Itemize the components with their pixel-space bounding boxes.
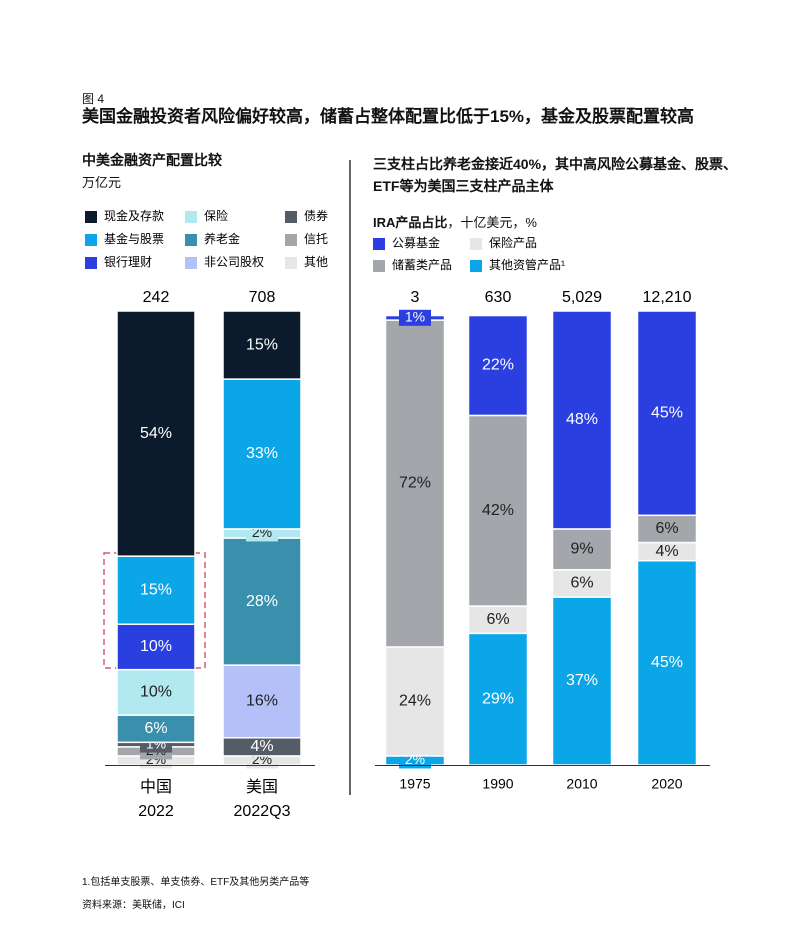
chart-subtitle: 万亿元 <box>82 175 122 190</box>
value-label: 6% <box>144 720 167 737</box>
bar-segment <box>116 623 196 671</box>
x-tick-label: 2010 <box>566 776 597 792</box>
bar-segment <box>467 314 529 417</box>
footnote: 1.包括单支股票、单支债券、ETF及其他另类产品等 <box>82 877 310 888</box>
value-label: 9% <box>570 541 593 558</box>
value-label: 29% <box>482 690 514 707</box>
value-label: 42% <box>482 502 514 519</box>
legend-label: 养老金 <box>204 231 240 246</box>
total-label: 630 <box>485 289 512 306</box>
value-label: 33% <box>246 445 278 462</box>
bar-segment <box>467 414 529 607</box>
source: 资料来源：美联储，ICI <box>82 900 185 911</box>
legend-swatch <box>185 234 197 246</box>
legend-swatch <box>373 260 385 272</box>
subtitle: IRA产品占比 <box>373 215 448 230</box>
value-label: 54% <box>140 425 172 442</box>
bar-segment <box>222 310 302 380</box>
bar-segment <box>222 537 302 666</box>
bar-segment <box>551 310 613 530</box>
bar-segment <box>636 310 698 517</box>
legend-swatch <box>285 234 297 246</box>
value-label: 4% <box>655 543 678 560</box>
legend-swatch <box>470 238 482 250</box>
x-tick-label: 1990 <box>482 776 513 792</box>
value-label: 28% <box>246 593 278 610</box>
bar-segment <box>467 632 529 766</box>
legend-label: 现金及存款 <box>104 208 164 223</box>
legend-swatch <box>470 260 482 272</box>
label-box <box>399 309 431 326</box>
bar-segment <box>222 664 302 739</box>
value-label: 72% <box>399 475 431 492</box>
value-label: 6% <box>486 611 509 628</box>
legend-swatch <box>85 257 97 269</box>
main-title: 美国金融投资者风险偏好较高，储蓄占整体配置比低于15%，基金及股票配置较高 <box>82 107 695 126</box>
bar-segment <box>116 714 196 744</box>
value-label: 1% <box>405 309 425 325</box>
x-tick-label: 1975 <box>399 776 430 792</box>
value-label: 6% <box>570 575 593 592</box>
chart-title: 三支柱占比养老金接近40%，其中高风险公募基金、股票、ETF等为美国三支柱产品主… <box>373 156 738 194</box>
value-label: 15% <box>246 336 278 353</box>
value-label: 16% <box>246 693 278 710</box>
legend-label: 非公司股权 <box>204 255 264 269</box>
x-tick-label: 2020 <box>651 776 682 792</box>
value-label: 15% <box>140 581 172 598</box>
legend-label: 其他 <box>304 255 328 269</box>
legend-label: 保险产品 <box>489 235 537 250</box>
total-label: 3 <box>411 289 420 306</box>
total-label: 12,210 <box>643 289 692 306</box>
legend-label: 储蓄类产品 <box>392 257 452 272</box>
x-tick-label: 中国 <box>140 778 172 796</box>
bar-segment <box>551 596 613 766</box>
x-tick-sublabel: 2022Q3 <box>234 803 291 820</box>
total-label: 5,029 <box>562 289 602 306</box>
x-tick-sublabel: 2022 <box>138 803 174 820</box>
value-label: 4% <box>250 738 273 755</box>
legend-label: 银行理财 <box>104 255 152 269</box>
figure-label: 图 4 <box>82 92 105 106</box>
chart-title: 中美金融资产配置比较 <box>82 152 222 168</box>
legend-label: 信托 <box>304 232 328 246</box>
legend-label: 基金与股票 <box>104 231 164 246</box>
value-label: 37% <box>566 672 598 689</box>
value-label: 24% <box>399 693 431 710</box>
bar-segment <box>551 528 613 571</box>
value-label: 48% <box>566 411 598 428</box>
subtitle-unit: ，十亿美元，% <box>447 215 537 230</box>
value-label: 45% <box>651 654 683 671</box>
bar-segment <box>384 319 446 648</box>
x-tick-label: 美国 <box>246 778 278 796</box>
legend-label: 债券 <box>304 208 328 223</box>
chart-subtitle: IRA产品占比，十亿美元，% <box>373 212 537 231</box>
value-label: 10% <box>140 684 172 701</box>
bar-segment <box>222 378 302 530</box>
value-label: 22% <box>482 357 514 374</box>
legend-swatch <box>85 211 97 223</box>
total-label: 708 <box>249 289 276 306</box>
value-label: 6% <box>655 520 678 537</box>
bar-segment <box>116 310 196 557</box>
legend-swatch <box>285 211 297 223</box>
legend-swatch <box>185 257 197 269</box>
legend-swatch <box>185 211 197 223</box>
legend-label: 其他资管产品¹ <box>489 257 565 272</box>
value-label: 10% <box>140 638 172 655</box>
legend-swatch <box>85 234 97 246</box>
bar-segment <box>384 646 446 757</box>
bar-segment <box>636 559 698 766</box>
legend-swatch <box>285 257 297 269</box>
legend-label: 保险 <box>204 208 228 223</box>
legend-label: 公募基金 <box>392 235 440 250</box>
value-label: 45% <box>651 404 683 421</box>
legend-swatch <box>373 238 385 250</box>
total-label: 242 <box>143 289 170 306</box>
